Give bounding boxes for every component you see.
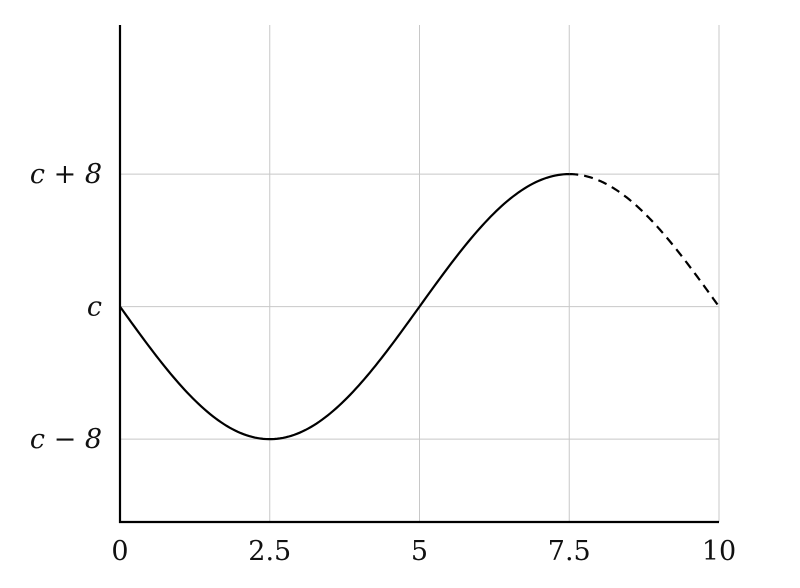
x-tick-label-4: 10 [702, 536, 736, 567]
series-layer [119, 173, 720, 441]
grid [120, 25, 720, 522]
y-tick-labels: c − 8 c c + 8 [30, 159, 102, 455]
y-tick-label-0: c − 8 [30, 424, 102, 455]
x-tick-label-2: 5 [411, 536, 428, 567]
x-tick-label-0: 0 [111, 536, 128, 567]
x-tick-labels: 0 2.5 5 7.5 10 [111, 536, 736, 567]
series-line-1-dashed [569, 173, 720, 308]
axes [118, 25, 719, 524]
x-tick-label-3: 7.5 [548, 536, 591, 567]
series-line-0-solid [119, 173, 570, 441]
y-tick-label-1: c [87, 292, 102, 323]
x-tick-label-1: 2.5 [248, 536, 291, 567]
y-tick-label-2: c + 8 [30, 159, 102, 190]
